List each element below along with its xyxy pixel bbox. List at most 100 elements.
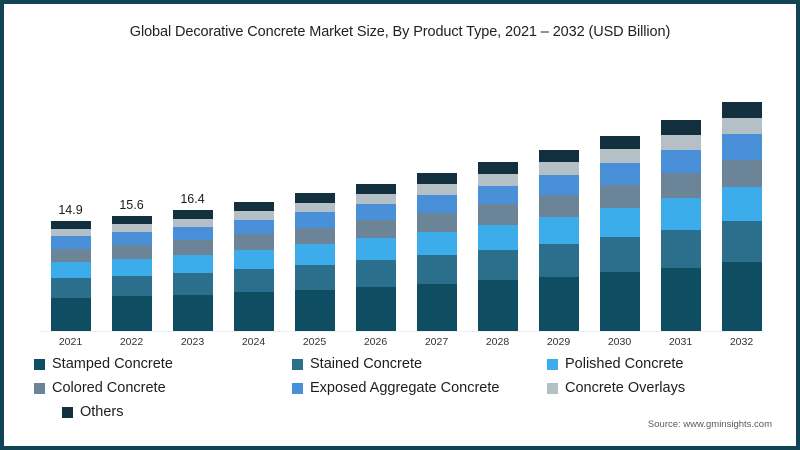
legend-item[interactable]: Polished Concrete bbox=[547, 356, 684, 372]
bar-segment[interactable] bbox=[355, 286, 396, 331]
bar-segment[interactable] bbox=[355, 220, 396, 239]
bar-segment[interactable] bbox=[721, 186, 762, 222]
bar-segment[interactable] bbox=[477, 249, 518, 281]
bar-group[interactable] bbox=[294, 193, 335, 332]
legend-item[interactable]: Concrete Overlays bbox=[547, 380, 685, 396]
bar-segment[interactable] bbox=[172, 240, 213, 255]
bar-segment[interactable] bbox=[355, 204, 396, 221]
bar-segment[interactable] bbox=[477, 185, 518, 205]
legend-item[interactable]: Stamped Concrete bbox=[34, 356, 173, 372]
stacked-bar[interactable] bbox=[721, 102, 762, 331]
bar-segment[interactable] bbox=[660, 149, 701, 173]
bar-segment[interactable] bbox=[721, 221, 762, 263]
legend-item[interactable]: Stained Concrete bbox=[292, 356, 422, 372]
bar-segment[interactable] bbox=[111, 296, 152, 331]
bar-segment[interactable] bbox=[416, 173, 457, 185]
bar-segment[interactable] bbox=[416, 184, 457, 196]
legend-item[interactable]: Exposed Aggregate Concrete bbox=[292, 380, 499, 396]
bar-segment[interactable] bbox=[50, 278, 91, 298]
bar-segment[interactable] bbox=[172, 294, 213, 331]
legend-item[interactable]: Others bbox=[62, 404, 124, 420]
bar-segment[interactable] bbox=[233, 211, 274, 221]
legend-item[interactable]: Colored Concrete bbox=[34, 380, 166, 396]
bar-segment[interactable] bbox=[294, 244, 335, 265]
bar-segment[interactable] bbox=[172, 218, 213, 228]
bar-segment[interactable] bbox=[50, 221, 91, 229]
bar-group[interactable] bbox=[538, 149, 579, 331]
bar-segment[interactable] bbox=[477, 162, 518, 174]
bar-segment[interactable] bbox=[294, 264, 335, 290]
bar-segment[interactable] bbox=[721, 118, 762, 135]
bar-segment[interactable] bbox=[111, 232, 152, 245]
bar-group[interactable] bbox=[721, 102, 762, 331]
bar-segment[interactable] bbox=[416, 195, 457, 213]
bar-segment[interactable] bbox=[416, 212, 457, 232]
stacked-bar[interactable] bbox=[294, 193, 335, 332]
bar-segment[interactable] bbox=[233, 249, 274, 270]
stacked-bar[interactable] bbox=[233, 201, 274, 332]
bar-segment[interactable] bbox=[416, 283, 457, 331]
bar-segment[interactable] bbox=[538, 149, 579, 163]
bar-segment[interactable] bbox=[660, 198, 701, 230]
bar-segment[interactable] bbox=[721, 159, 762, 187]
bar-segment[interactable] bbox=[477, 204, 518, 225]
bar-segment[interactable] bbox=[233, 292, 274, 332]
bar-segment[interactable] bbox=[50, 261, 91, 279]
bar-segment[interactable] bbox=[538, 243, 579, 277]
stacked-bar[interactable] bbox=[538, 149, 579, 331]
bar-segment[interactable] bbox=[477, 224, 518, 250]
bar-segment[interactable] bbox=[538, 194, 579, 217]
bar-segment[interactable] bbox=[599, 237, 640, 273]
bar-segment[interactable] bbox=[477, 173, 518, 186]
bar-segment[interactable] bbox=[111, 275, 152, 297]
bar-segment[interactable] bbox=[50, 228, 91, 237]
stacked-bar[interactable] bbox=[416, 173, 457, 331]
bar-segment[interactable] bbox=[599, 163, 640, 185]
bar-segment[interactable] bbox=[477, 280, 518, 331]
bar-segment[interactable] bbox=[599, 149, 640, 164]
stacked-bar[interactable]: 16.4 bbox=[172, 192, 213, 331]
bar-group[interactable]: 16.4 bbox=[172, 192, 213, 331]
bar-group[interactable] bbox=[416, 173, 457, 331]
bar-segment[interactable] bbox=[111, 215, 152, 225]
bar-group[interactable] bbox=[355, 183, 396, 331]
bar-segment[interactable] bbox=[416, 255, 457, 284]
bar-group[interactable] bbox=[477, 162, 518, 331]
bar-segment[interactable] bbox=[355, 238, 396, 261]
bar-segment[interactable] bbox=[294, 212, 335, 228]
bar-segment[interactable] bbox=[355, 193, 396, 205]
bar-segment[interactable] bbox=[111, 224, 152, 233]
bar-segment[interactable] bbox=[538, 276, 579, 331]
bar-segment[interactable] bbox=[660, 229, 701, 268]
bar-segment[interactable] bbox=[294, 202, 335, 213]
bar-segment[interactable] bbox=[111, 244, 152, 259]
bar-group[interactable] bbox=[660, 120, 701, 331]
bar-segment[interactable] bbox=[111, 258, 152, 276]
bar-segment[interactable] bbox=[172, 254, 213, 273]
bar-segment[interactable] bbox=[233, 201, 274, 212]
bar-group[interactable] bbox=[599, 135, 640, 331]
bar-segment[interactable] bbox=[50, 236, 91, 249]
bar-segment[interactable] bbox=[721, 262, 762, 331]
bar-segment[interactable] bbox=[172, 272, 213, 295]
stacked-bar[interactable]: 14.9 bbox=[50, 203, 91, 331]
bar-segment[interactable] bbox=[599, 135, 640, 150]
bar-segment[interactable] bbox=[721, 134, 762, 160]
bar-segment[interactable] bbox=[50, 297, 91, 331]
bar-segment[interactable] bbox=[50, 248, 91, 262]
bar-segment[interactable] bbox=[721, 102, 762, 119]
bar-segment[interactable] bbox=[416, 231, 457, 256]
bar-segment[interactable] bbox=[233, 269, 274, 293]
stacked-bar[interactable] bbox=[660, 120, 701, 331]
bar-segment[interactable] bbox=[538, 162, 579, 175]
bar-segment[interactable] bbox=[660, 134, 701, 150]
bar-segment[interactable] bbox=[355, 183, 396, 194]
bar-segment[interactable] bbox=[172, 210, 213, 219]
stacked-bar[interactable] bbox=[355, 183, 396, 331]
bar-segment[interactable] bbox=[172, 227, 213, 241]
stacked-bar[interactable] bbox=[477, 162, 518, 331]
bar-segment[interactable] bbox=[294, 227, 335, 245]
bar-segment[interactable] bbox=[294, 289, 335, 332]
bar-segment[interactable] bbox=[233, 220, 274, 235]
stacked-bar[interactable]: 15.6 bbox=[111, 198, 152, 331]
